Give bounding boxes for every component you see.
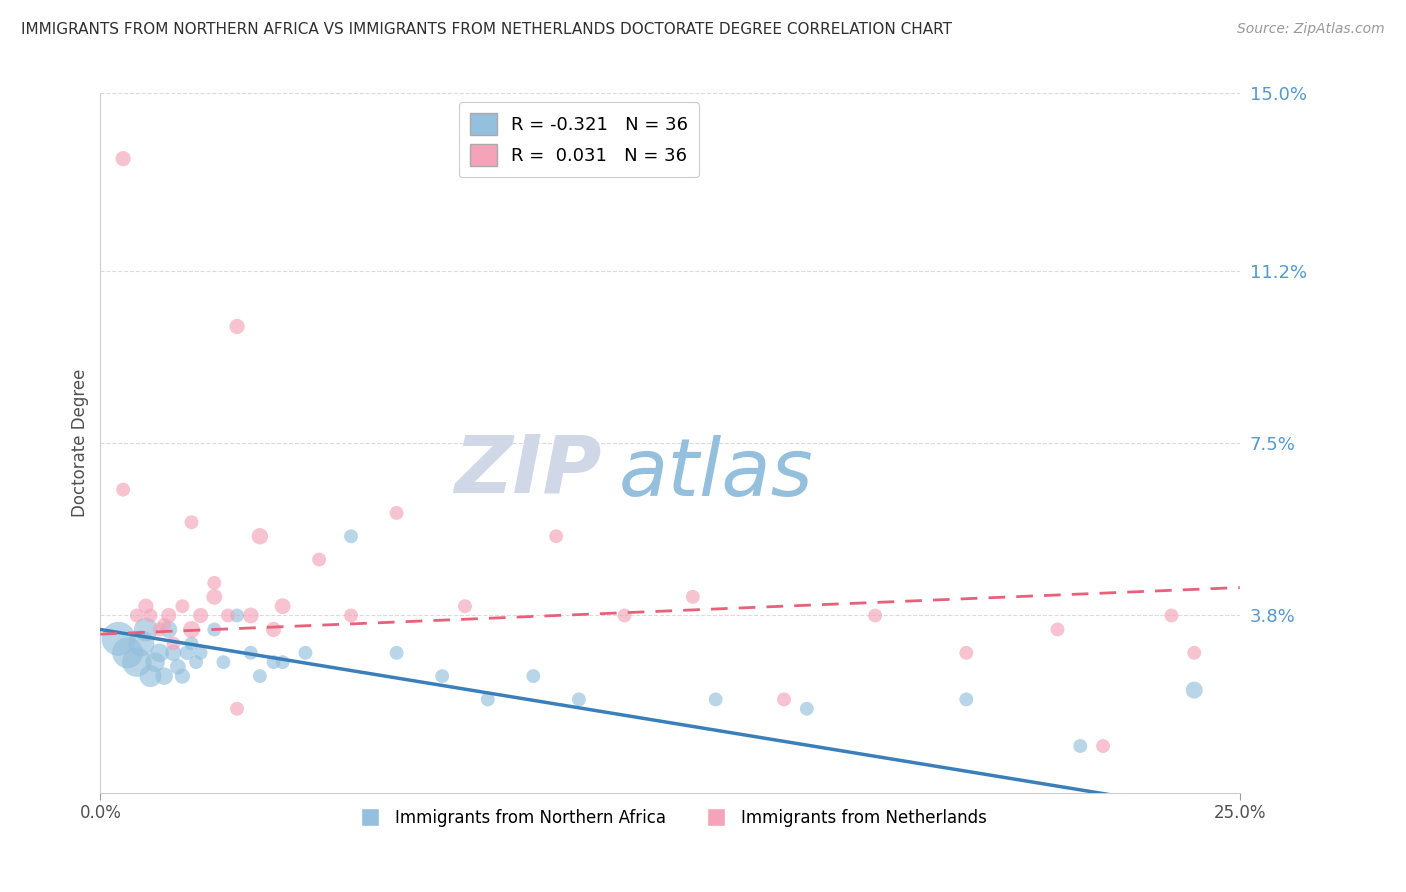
Point — [568, 692, 591, 706]
Point — [143, 655, 166, 669]
Point — [340, 529, 363, 543]
Point — [1069, 739, 1091, 753]
Point — [202, 575, 225, 590]
Point — [125, 608, 148, 623]
Point — [430, 669, 453, 683]
Text: ZIP: ZIP — [454, 432, 602, 510]
Point — [135, 623, 157, 637]
Point — [308, 552, 330, 566]
Point — [131, 636, 153, 650]
Point — [180, 515, 202, 529]
Point — [190, 646, 212, 660]
Point — [522, 669, 544, 683]
Point — [180, 623, 202, 637]
Point — [202, 590, 225, 604]
Point — [385, 646, 408, 660]
Point — [1160, 608, 1182, 623]
Point — [239, 646, 262, 660]
Point — [112, 152, 135, 166]
Point — [157, 623, 180, 637]
Point — [1092, 739, 1115, 753]
Point — [112, 483, 135, 497]
Point — [773, 692, 796, 706]
Point — [172, 669, 194, 683]
Point — [166, 660, 188, 674]
Point — [180, 636, 202, 650]
Point — [955, 646, 977, 660]
Point — [157, 608, 180, 623]
Point — [263, 655, 285, 669]
Point — [172, 599, 194, 614]
Point — [139, 608, 162, 623]
Point — [217, 608, 239, 623]
Point — [955, 692, 977, 706]
Point — [226, 319, 249, 334]
Y-axis label: Doctorate Degree: Doctorate Degree — [72, 368, 89, 517]
Text: atlas: atlas — [619, 435, 814, 514]
Point — [454, 599, 477, 614]
Point — [271, 655, 294, 669]
Point — [249, 669, 271, 683]
Point — [477, 692, 499, 706]
Text: IMMIGRANTS FROM NORTHERN AFRICA VS IMMIGRANTS FROM NETHERLANDS DOCTORATE DEGREE : IMMIGRANTS FROM NORTHERN AFRICA VS IMMIG… — [21, 22, 952, 37]
Point — [863, 608, 886, 623]
Point — [1182, 646, 1205, 660]
Point — [202, 623, 225, 637]
Point — [704, 692, 727, 706]
Point — [117, 646, 139, 660]
Point — [184, 655, 207, 669]
Point — [190, 608, 212, 623]
Point — [149, 646, 172, 660]
Point — [212, 655, 235, 669]
Point — [1046, 623, 1069, 637]
Point — [385, 506, 408, 520]
Point — [249, 529, 271, 543]
Point — [107, 632, 129, 646]
Point — [176, 646, 198, 660]
Point — [294, 646, 316, 660]
Point — [546, 529, 568, 543]
Point — [226, 608, 249, 623]
Point — [682, 590, 704, 604]
Point — [613, 608, 636, 623]
Point — [153, 669, 176, 683]
Point — [239, 608, 262, 623]
Point — [263, 623, 285, 637]
Text: Source: ZipAtlas.com: Source: ZipAtlas.com — [1237, 22, 1385, 37]
Point — [226, 702, 249, 716]
Point — [796, 702, 818, 716]
Point — [149, 623, 172, 637]
Point — [125, 655, 148, 669]
Point — [139, 669, 162, 683]
Legend: Immigrants from Northern Africa, Immigrants from Netherlands: Immigrants from Northern Africa, Immigra… — [347, 802, 994, 833]
Point — [340, 608, 363, 623]
Point — [135, 599, 157, 614]
Point — [153, 617, 176, 632]
Point — [162, 646, 184, 660]
Point — [162, 636, 184, 650]
Point — [271, 599, 294, 614]
Point — [1182, 683, 1205, 698]
